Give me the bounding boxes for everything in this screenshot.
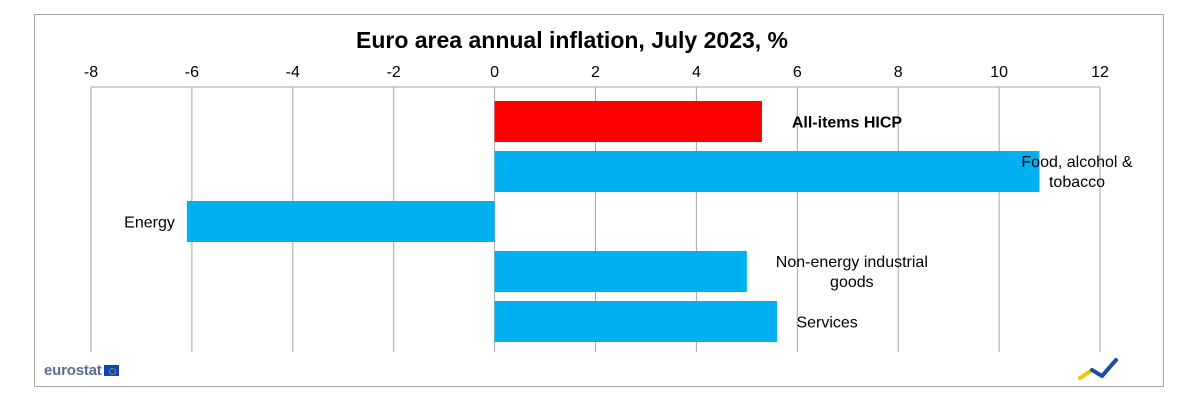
category-label-line: Food, alcohol & [1021,154,1133,171]
trend-arrow-icon [1078,358,1118,380]
bar [494,301,778,342]
category-label: Non-energy industrial goods [776,254,928,291]
x-tick-label: 4 [692,64,701,81]
eu-flag-icon [103,365,119,376]
bars [186,101,1040,342]
category-label-line: Non-energy industrial [776,254,928,271]
category-label: Services [796,315,857,332]
category-labels: All-items HICP Food, alcohol & tobacco Ener… [124,115,1133,332]
category-label-line: goods [830,274,874,291]
x-axis-ticks: -8 -6 -4 -2 0 2 4 6 8 10 12 [84,64,1109,81]
logo-text: eurostat [44,362,102,379]
category-label-line: Energy [124,215,175,232]
x-tick-label: -6 [185,64,199,81]
x-tick-label: 6 [793,64,802,81]
bar [494,151,1040,192]
x-tick-label: -2 [387,64,401,81]
x-tick-label: 10 [990,64,1008,81]
x-tick-label: 12 [1091,64,1109,81]
category-label-line: All-items HICP [792,115,903,132]
chart-title: Euro area annual inflation, July 2023, % [356,27,788,53]
category-label: All-items HICP [792,115,903,132]
x-tick-label: -4 [286,64,300,81]
category-label-line: tobacco [1049,174,1105,191]
x-tick-label: 2 [591,64,600,81]
x-tick-label: -8 [84,64,98,81]
x-tick-label: 0 [490,64,499,81]
x-tick-label: 8 [894,64,903,81]
category-label-line: Services [796,315,857,332]
bar [186,201,495,242]
category-label: Energy [124,215,175,232]
bar [494,101,762,142]
bar [494,251,747,292]
category-label: Food, alcohol & tobacco [1021,154,1133,191]
eurostat-logo: eurostat [44,362,119,379]
